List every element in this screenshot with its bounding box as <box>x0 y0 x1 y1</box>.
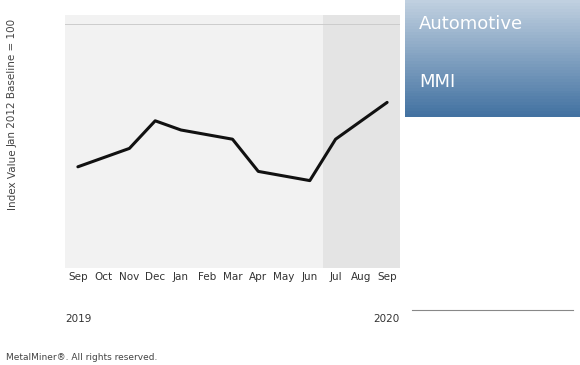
Bar <box>405 35 580 38</box>
Bar <box>405 12 580 15</box>
Bar <box>405 58 580 61</box>
Bar <box>405 26 580 29</box>
Bar <box>405 44 580 47</box>
Bar <box>405 82 580 85</box>
Bar <box>405 32 580 35</box>
Bar <box>405 61 580 64</box>
Bar <box>405 18 580 20</box>
Bar <box>405 15 580 18</box>
Bar <box>405 73 580 76</box>
Bar <box>405 38 580 41</box>
Bar <box>405 23 580 26</box>
Bar <box>405 0 580 3</box>
Bar <box>405 41 580 44</box>
Text: Index Value: Index Value <box>8 149 18 210</box>
Bar <box>405 79 580 82</box>
Text: September: September <box>451 245 524 258</box>
Bar <box>405 105 580 108</box>
Bar <box>405 47 580 50</box>
Bar <box>405 76 580 79</box>
Bar <box>405 85 580 88</box>
Bar <box>405 70 580 73</box>
Text: 2020: 2020 <box>374 314 400 323</box>
Bar <box>405 9 580 12</box>
Text: MetalMiner®. All rights reserved.: MetalMiner®. All rights reserved. <box>6 353 157 362</box>
Bar <box>405 93 580 96</box>
Text: Automotive: Automotive <box>419 15 523 32</box>
Bar <box>405 91 580 93</box>
Bar <box>405 102 580 105</box>
Text: 2019: 2019 <box>65 314 92 323</box>
Text: August to: August to <box>451 208 515 221</box>
Bar <box>405 111 580 114</box>
Bar <box>405 29 580 32</box>
Text: Jan 2012 Baseline = 100: Jan 2012 Baseline = 100 <box>8 19 18 147</box>
Bar <box>405 6 580 9</box>
Bar <box>405 50 580 53</box>
Bar <box>405 20 580 23</box>
Bar <box>405 114 580 117</box>
Bar <box>405 55 580 58</box>
Bar <box>405 88 580 91</box>
Bar <box>405 53 580 55</box>
Bar <box>322 15 400 268</box>
Bar <box>405 99 580 102</box>
Bar <box>405 96 580 99</box>
Bar <box>405 108 580 111</box>
FancyBboxPatch shape <box>65 15 400 268</box>
Text: Up 4.7%: Up 4.7% <box>451 281 506 294</box>
Text: MMI: MMI <box>419 73 455 91</box>
Bar <box>405 64 580 67</box>
Bar <box>405 67 580 70</box>
Bar <box>405 3 580 6</box>
